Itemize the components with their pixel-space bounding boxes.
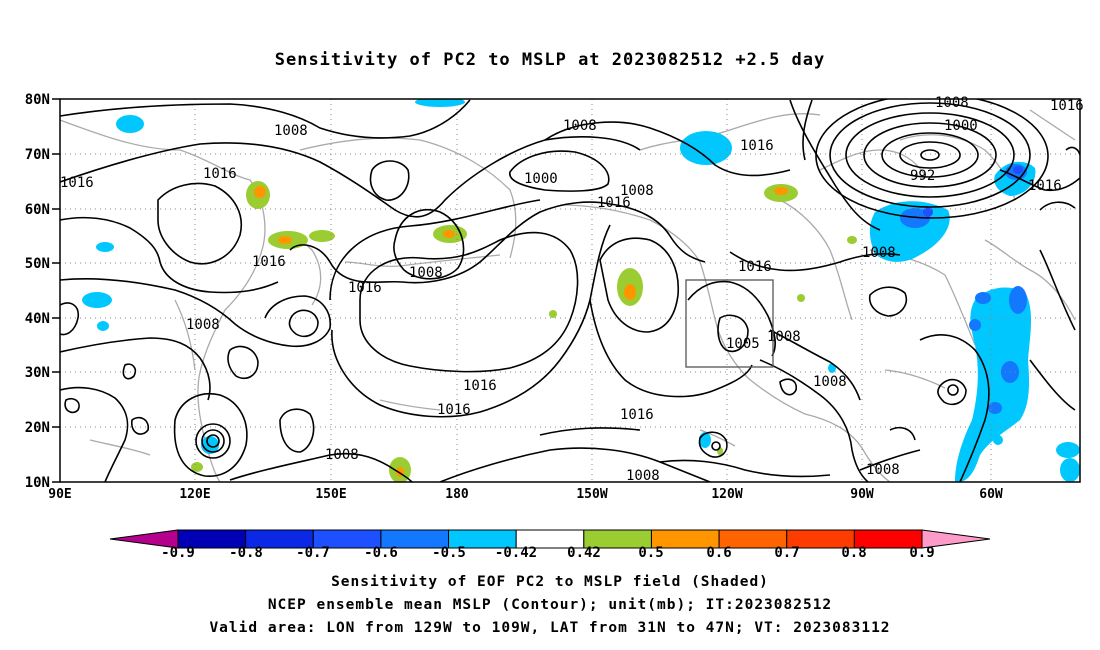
colorbar-tick-label: -0.8	[229, 545, 263, 561]
lon-label: 120W	[711, 487, 742, 502]
mslp-contours	[60, 99, 1080, 482]
longitude-labels: 90E 120E 150E 180 150W 120W 90W 60W	[48, 487, 1003, 502]
contour-label: 1008	[620, 183, 654, 199]
contour-labels: 1008 1016 1016 1016 1008 1008 1016 1000 …	[60, 95, 1084, 484]
colorbar-tick-label: 0.6	[706, 545, 731, 561]
contour-label: 1008	[186, 317, 220, 333]
caption-shading: Sensitivity of EOF PC2 to MSLP field (Sh…	[331, 574, 769, 590]
lat-label: 30N	[25, 365, 50, 381]
contour-label: 1008	[935, 95, 969, 111]
lat-label: 60N	[25, 202, 50, 218]
lat-label: 10N	[25, 475, 50, 491]
colorbar-right-arrow	[921, 529, 991, 549]
contour-label: 1005	[726, 336, 760, 352]
contour-label: 1016	[620, 407, 654, 423]
contour-label: 1008	[866, 462, 900, 478]
contour-label: 1000	[944, 118, 978, 134]
map-frame	[59, 98, 1081, 483]
contour-label: 1008	[325, 447, 359, 463]
contour-label: 1008	[813, 374, 847, 390]
colorbar-tick-label: 0.8	[841, 545, 866, 561]
contour-label: 1008	[563, 118, 597, 134]
gridlines	[60, 99, 1080, 482]
contour-label: 1016	[203, 166, 237, 182]
contour-label: 1000	[524, 171, 558, 187]
contour-label: 1016	[1050, 98, 1084, 114]
latitude-labels: 80N 70N 60N 50N 40N 30N 20N 10N	[25, 92, 50, 491]
contour-label: 1016	[60, 175, 94, 191]
colorbar-tick-label: -0.7	[296, 545, 330, 561]
lon-label: 90W	[850, 487, 874, 502]
colorbar-tick-label: 0.5	[638, 545, 663, 561]
colorbar-tick-label: -0.42	[495, 545, 537, 561]
lon-label: 150W	[576, 487, 607, 502]
lat-label: 70N	[25, 147, 50, 163]
colorbar-tick-label: -0.9	[161, 545, 195, 561]
contour-label: 1016	[252, 254, 286, 270]
contour-label: 1016	[348, 280, 382, 296]
lon-label: 90E	[48, 487, 71, 502]
lat-label: 40N	[25, 311, 50, 327]
colorbar-tick-label: 0.42	[567, 545, 601, 561]
contour-label: 1016	[738, 259, 772, 275]
contour-label: 1008	[862, 245, 896, 261]
contour-label: 1008	[626, 468, 660, 484]
lon-label: 120E	[179, 487, 210, 502]
colorbar-tick-label: 0.7	[774, 545, 799, 561]
contour-label: 992	[910, 168, 935, 184]
contour-label: 1016	[463, 378, 497, 394]
lat-label: 80N	[25, 92, 50, 108]
lon-label: 180	[445, 487, 469, 502]
contour-label: 1008	[767, 329, 801, 345]
lat-ticks	[52, 98, 60, 483]
lat-label: 50N	[25, 256, 50, 272]
contour-label: 1008	[409, 265, 443, 281]
colorbar-tick-label: 0.9	[909, 545, 934, 561]
contour-label: 1016	[437, 402, 471, 418]
lon-label: 60W	[979, 487, 1003, 502]
contour-label: 1016	[740, 138, 774, 154]
contour-label: 1008	[274, 123, 308, 139]
colorbar	[109, 529, 991, 549]
valid-area-box	[685, 279, 774, 368]
lon-label: 150E	[315, 487, 346, 502]
sensitivity-shading	[82, 99, 1080, 482]
lat-label: 20N	[25, 420, 50, 436]
colorbar-labels: -0.9 -0.8 -0.7 -0.6 -0.5 -0.42 0.42 0.5 …	[161, 545, 935, 561]
colorbar-tick-label: -0.6	[364, 545, 398, 561]
map-title: Sensitivity of PC2 to MSLP at 2023082512…	[274, 50, 826, 70]
caption-contour: NCEP ensemble mean MSLP (Contour); unit(…	[267, 597, 833, 613]
colorbar-tick-label: -0.5	[432, 545, 466, 561]
contour-label: 1016	[597, 195, 631, 211]
caption-valid-area: Valid area: LON from 129W to 109W, LAT f…	[209, 620, 891, 636]
contour-label: 1016	[1028, 178, 1062, 194]
